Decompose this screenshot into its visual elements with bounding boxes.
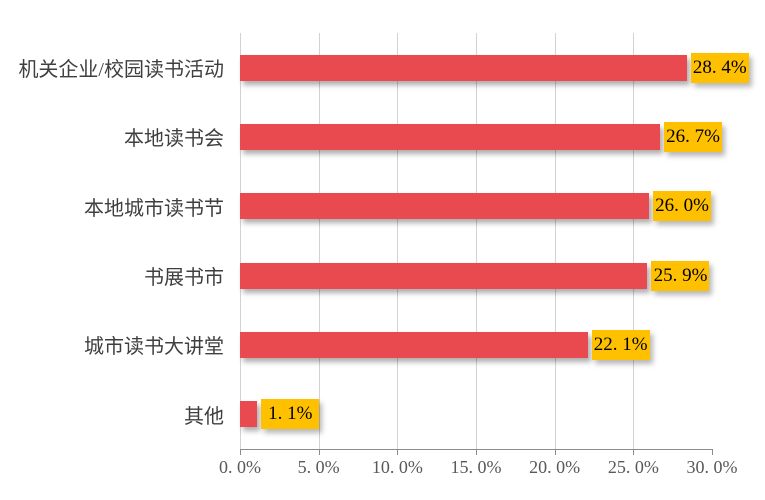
value-label: 26. 0% xyxy=(653,191,712,222)
axis-tick-label: 25. 0% xyxy=(607,457,659,477)
axis-tick-label: 5. 0% xyxy=(297,457,340,477)
axis-tick-label: 30. 0% xyxy=(686,457,738,477)
category-label: 书展书市 xyxy=(144,267,224,290)
gridline xyxy=(240,33,241,449)
axis-tick xyxy=(554,449,556,455)
axis-tick-label: 20. 0% xyxy=(529,457,581,477)
category-label: 本地读书会 xyxy=(124,128,224,151)
gridline xyxy=(554,33,556,449)
gridline xyxy=(476,33,477,449)
axis-tick-label: 10. 0% xyxy=(371,457,423,477)
axis-tick xyxy=(240,449,241,455)
value-label: 22. 1% xyxy=(591,330,650,360)
bar xyxy=(240,193,650,220)
axis-tick xyxy=(397,449,399,455)
category-label: 机关企业/校园读书活动 xyxy=(18,59,224,82)
value-label: 25. 9% xyxy=(651,260,710,291)
bar xyxy=(240,124,661,150)
gridline xyxy=(318,33,320,449)
category-label: 本地城市读书节 xyxy=(84,197,224,220)
bar xyxy=(240,401,258,428)
value-label: 26. 7% xyxy=(664,122,723,152)
axis-tick xyxy=(476,449,477,455)
axis-tick xyxy=(318,449,320,455)
bar xyxy=(240,332,588,358)
gridline xyxy=(397,33,399,449)
bar xyxy=(240,262,648,289)
axis-tick xyxy=(633,449,635,455)
axis-tick-label: 0. 0% xyxy=(219,457,261,477)
value-label: 28. 4% xyxy=(690,52,749,83)
category-label: 其他 xyxy=(184,405,224,428)
axis-tick-label: 15. 0% xyxy=(450,457,502,477)
value-label: 1. 1% xyxy=(261,399,320,430)
category-label: 城市读书大讲堂 xyxy=(84,336,224,359)
gridline xyxy=(633,33,635,449)
axis-tick xyxy=(712,449,713,455)
bar xyxy=(240,54,687,81)
